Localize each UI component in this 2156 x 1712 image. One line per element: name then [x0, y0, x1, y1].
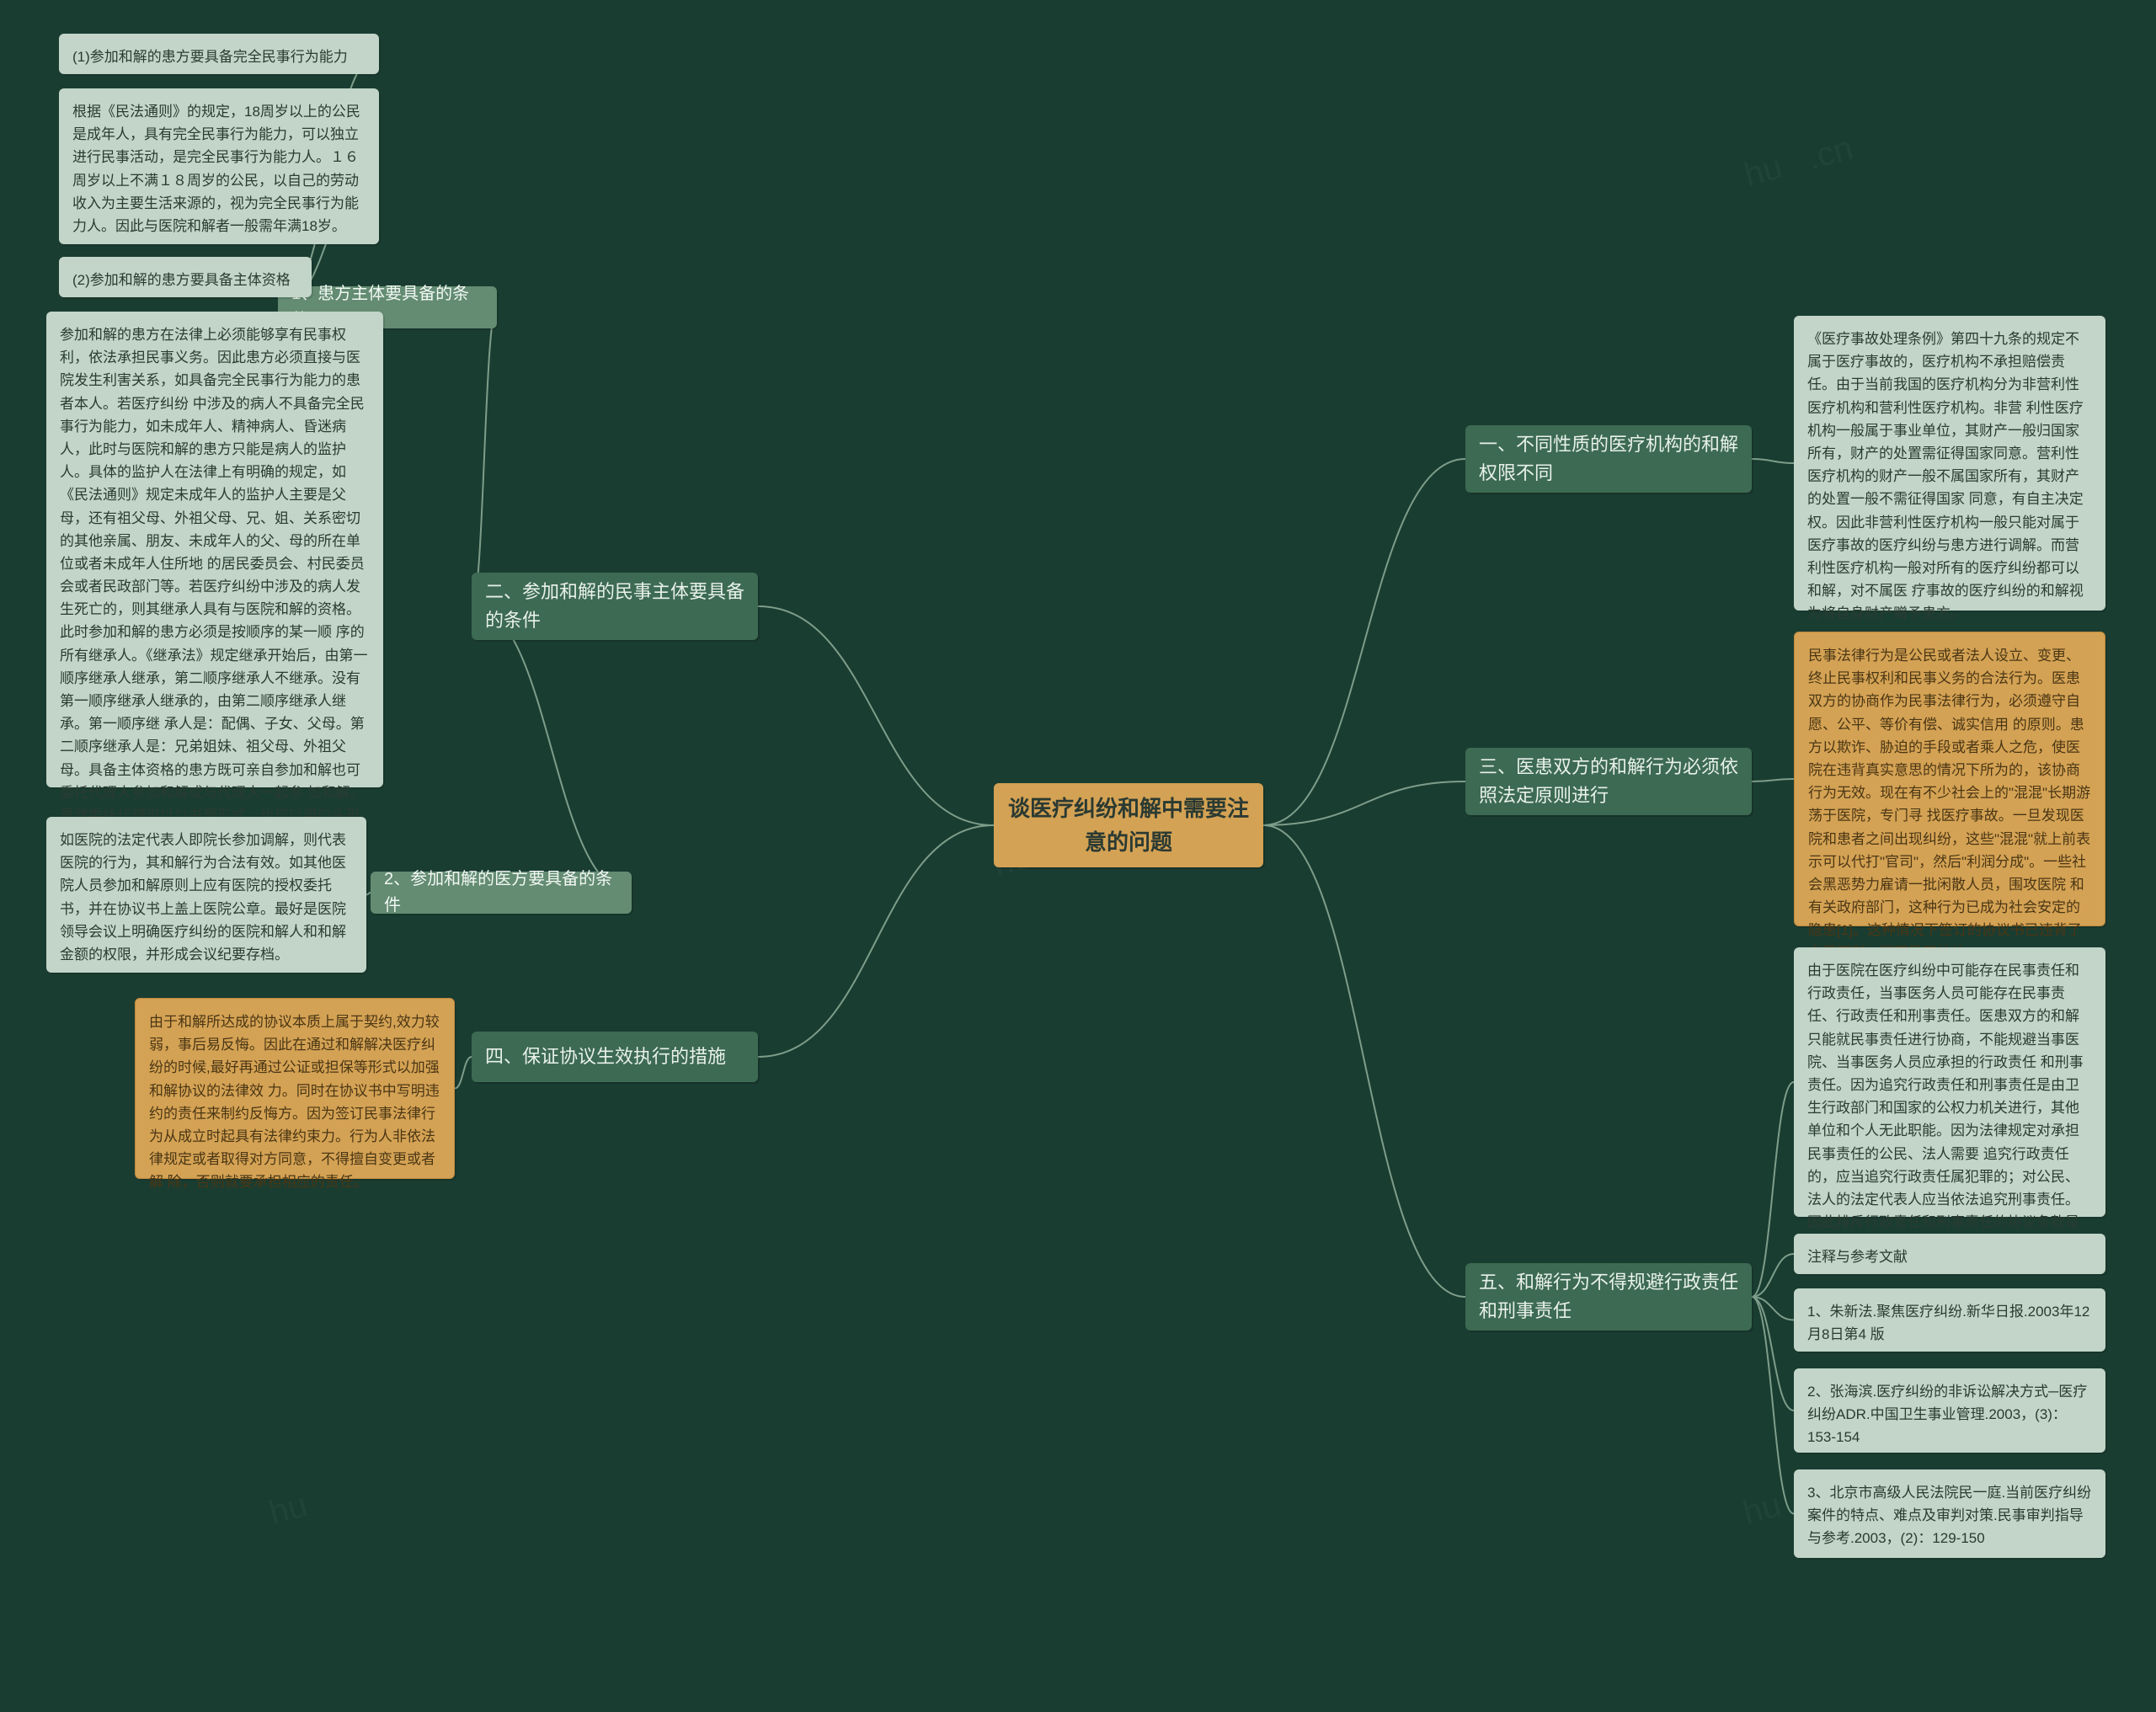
branch-2-sub-1-leaf-3[interactable]: (2)参加和解的患方要具备主体资格 — [59, 257, 312, 297]
branch-2-sub-1-leaf-1[interactable]: (1)参加和解的患方要具备完全民事行为能力 — [59, 34, 379, 74]
watermark: hu — [265, 1486, 312, 1533]
branch-3[interactable]: 三、医患双方的和解行为必须依照法定原则进行 — [1465, 748, 1752, 815]
mindmap-stage: hu .cn hu .cn hu hu hu 谈医疗纠纷和解中需要注意的问题 一… — [0, 0, 2156, 1712]
watermark: hu .cn — [1740, 130, 1856, 195]
watermark: hu — [1739, 1486, 1785, 1533]
branch-2-sub-1-leaf-2[interactable]: 根据《民法通则》的规定，18周岁以上的公民是成年人，具有完全民事行为能力，可以独… — [59, 88, 379, 244]
branch-5-leaf-5[interactable]: 3、北京市高级人民法院民一庭.当前医疗纠纷案件的特点、难点及审判对策.民事审判指… — [1794, 1469, 2105, 1558]
branch-2-sub-2[interactable]: 2、参加和解的医方要具备的条件 — [371, 872, 632, 914]
branch-2-sub-1-leaf-4[interactable]: 参加和解的患方在法律上必须能够享有民事权利，依法承担民事义务。因此患方必须直接与… — [46, 312, 383, 787]
branch-1-leaf-1[interactable]: 《医疗事故处理条例》第四十九条的规定不属于医疗事故的，医疗机构不承担赔偿责任。由… — [1794, 316, 2105, 611]
branch-1[interactable]: 一、不同性质的医疗机构的和解权限不同 — [1465, 425, 1752, 493]
branch-4[interactable]: 四、保证协议生效执行的措施 — [472, 1032, 758, 1082]
branch-5-leaf-2[interactable]: 注释与参考文献 — [1794, 1234, 2105, 1274]
branch-3-leaf-1[interactable]: 民事法律行为是公民或者法人设立、变更、终止民事权利和民事义务的合法行为。医患双方… — [1794, 632, 2105, 926]
branch-2-sub-2-leaf-1[interactable]: 如医院的法定代表人即院长参加调解，则代表医院的行为，其和解行为合法有效。如其他医… — [46, 817, 366, 973]
root-node[interactable]: 谈医疗纠纷和解中需要注意的问题 — [994, 783, 1263, 867]
branch-5-leaf-3[interactable]: 1、朱新法.聚焦医疗纠纷.新华日报.2003年12月8日第4 版 — [1794, 1288, 2105, 1352]
branch-5-leaf-4[interactable]: 2、张海滨.医疗纠纷的非诉讼解决方式─医疗纠纷ADR.中国卫生事业管理.2003… — [1794, 1368, 2105, 1453]
branch-2[interactable]: 二、参加和解的民事主体要具备的条件 — [472, 573, 758, 640]
branch-5[interactable]: 五、和解行为不得规避行政责任和刑事责任 — [1465, 1263, 1752, 1331]
branch-5-leaf-1[interactable]: 由于医院在医疗纠纷中可能存在民事责任和行政责任，当事医务人员可能存在民事责任、行… — [1794, 947, 2105, 1217]
branch-4-leaf-1[interactable]: 由于和解所达成的协议本质上属于契约,效力较弱，事后易反悔。因此在通过和解解决医疗… — [135, 998, 455, 1179]
